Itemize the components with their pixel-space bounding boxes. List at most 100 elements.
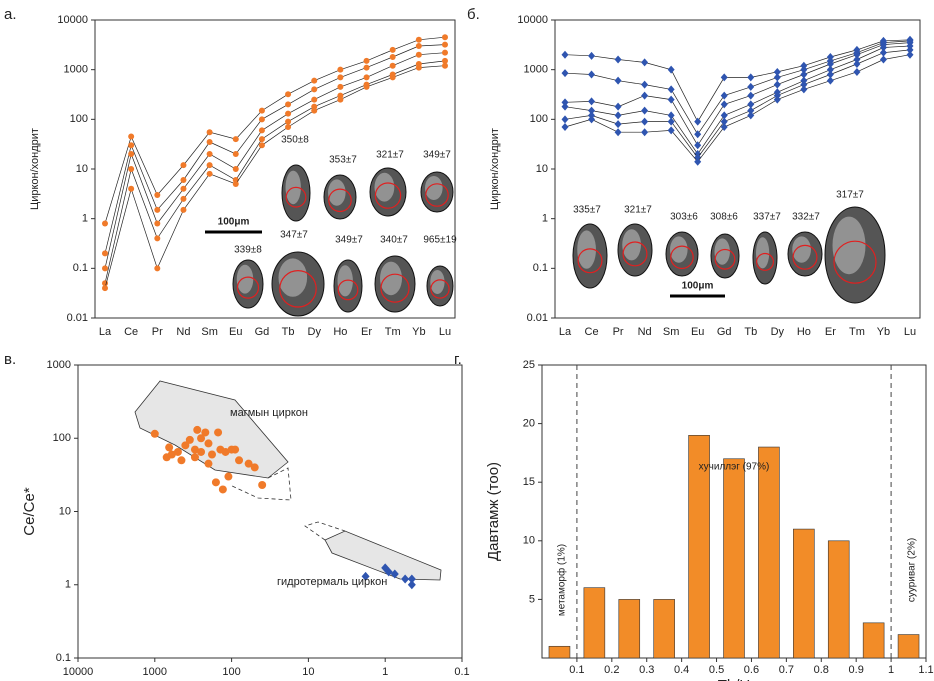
point <box>641 117 649 126</box>
age-label: 349±7 <box>335 235 363 246</box>
point <box>588 106 596 115</box>
bar <box>618 599 641 659</box>
point <box>235 456 244 465</box>
point <box>561 98 569 107</box>
point <box>311 86 318 93</box>
point <box>694 117 702 126</box>
point <box>442 41 448 48</box>
point <box>800 85 808 94</box>
point <box>221 447 230 456</box>
y-tick-label: 1000 <box>47 359 71 371</box>
x-tick-label: Nd <box>176 326 190 338</box>
point <box>363 83 370 90</box>
scale-label: 100μm <box>682 281 714 292</box>
spot <box>285 186 307 208</box>
point <box>442 34 448 41</box>
point <box>747 106 755 115</box>
zircon-zone <box>425 176 443 200</box>
point <box>181 441 190 450</box>
point <box>694 157 702 166</box>
point <box>154 265 161 272</box>
age-label: 340±7 <box>380 235 408 246</box>
point <box>641 91 649 100</box>
x-tick-label: 0.1 <box>454 666 469 678</box>
x-tick-label: Tm <box>385 326 401 338</box>
point <box>906 45 914 54</box>
y-tick-label: 100 <box>530 113 548 125</box>
point <box>561 102 569 111</box>
point <box>826 60 834 69</box>
y-tick-label: 20 <box>523 418 535 430</box>
point <box>773 80 781 89</box>
x-tick-label: Ce <box>124 326 138 338</box>
point <box>258 481 267 490</box>
point <box>561 50 569 59</box>
spot <box>430 279 450 299</box>
point <box>180 185 187 192</box>
point <box>224 472 233 481</box>
x-tick-label: Eu <box>229 326 242 338</box>
hydrothermal-field-extension <box>304 521 346 541</box>
x-tick-label: Tb <box>744 326 757 338</box>
spot <box>714 248 736 270</box>
point <box>614 111 622 120</box>
series-line <box>104 44 446 254</box>
x-tick-label: Dy <box>308 326 322 338</box>
point <box>102 250 108 257</box>
point <box>800 65 808 74</box>
hydrothermal-field <box>324 530 442 581</box>
point <box>363 57 370 64</box>
x-tick-label: 0.4 <box>674 664 689 676</box>
point <box>180 195 187 202</box>
point <box>218 485 227 494</box>
spot <box>236 276 260 299</box>
point <box>232 166 239 172</box>
point <box>102 220 108 227</box>
x-tick-label: Eu <box>691 326 704 338</box>
zircon-zone <box>756 237 770 269</box>
series-line <box>564 49 911 159</box>
point <box>285 110 292 117</box>
x-tick-label: Er <box>825 326 836 338</box>
x-tick-label: 1 <box>382 666 388 678</box>
point <box>415 51 422 58</box>
point <box>337 96 344 103</box>
point <box>128 133 135 140</box>
region-label: сууриваг (2%) <box>907 538 918 602</box>
point <box>667 85 675 94</box>
point <box>415 64 422 71</box>
point <box>879 48 887 57</box>
point <box>747 111 755 120</box>
x-tick-label: Er <box>361 326 372 338</box>
x-tick-label: Sm <box>663 326 680 338</box>
point <box>206 162 213 169</box>
panel-label: а. <box>4 6 17 23</box>
x-tick-label: 1000 <box>143 666 167 678</box>
spot <box>755 252 774 271</box>
x-tick-label: 0.7 <box>779 664 794 676</box>
point <box>667 111 675 120</box>
point <box>211 478 220 487</box>
age-label: 332±7 <box>792 212 820 223</box>
y-tick-label: 15 <box>523 476 535 488</box>
point <box>154 220 161 227</box>
point <box>206 138 213 145</box>
x-tick-label: Pr <box>613 326 624 338</box>
point <box>906 50 914 59</box>
point <box>614 128 622 137</box>
point <box>258 127 265 134</box>
x-tick-label: Nd <box>638 326 652 338</box>
series-line <box>564 45 911 155</box>
spot <box>425 183 449 207</box>
age-label: 308±6 <box>710 212 738 223</box>
age-label: 335±7 <box>573 205 601 216</box>
bar <box>723 458 745 659</box>
y-tick-label: 1 <box>82 213 88 225</box>
point <box>588 97 596 106</box>
x-tick-label: Gd <box>717 326 732 338</box>
point <box>214 428 223 437</box>
point <box>102 265 108 272</box>
point <box>641 106 649 115</box>
y-tick-label: 10000 <box>517 14 548 26</box>
point <box>879 43 887 52</box>
